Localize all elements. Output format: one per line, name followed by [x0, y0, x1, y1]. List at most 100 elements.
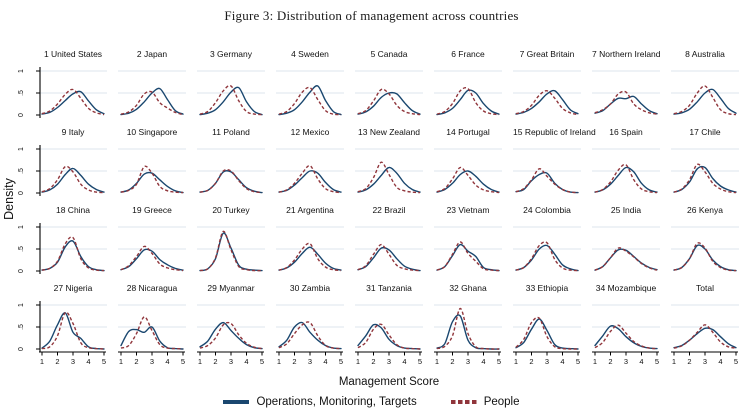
x-tick-label: 1 [119, 357, 123, 366]
subplot-4-sweden: 4 Sweden [276, 48, 344, 119]
density-plot [355, 70, 423, 116]
subplot-row-2: 0.5 1 9 Italy 10 Singapore 11 Poland 12 Mexic… [4, 126, 743, 197]
subplot-title: 12 Mexico [290, 127, 330, 137]
x-tick-label: 5 [734, 357, 738, 366]
density-plot: 1 2 3 4 5 [592, 304, 660, 366]
y-tick-label: 0 [18, 269, 25, 273]
subplot-title: 23 Vietnam [446, 205, 490, 215]
subplot-title: 34 Mozambique [595, 283, 657, 293]
subplot-row-1: 0.5 1 1 United States 2 Japan 3 Germany 4 Swe… [4, 48, 743, 119]
subplot-title: 17 Chile [689, 127, 721, 137]
subplot-title: 3 Germany [209, 49, 253, 59]
people-curve [278, 164, 342, 194]
figure-caption: Figure 3: Distribution of management acr… [224, 8, 519, 23]
x-tick-label: 3 [545, 357, 549, 366]
subplot-row-4: 0.5 1 27 Nigeria 1 2 3 4 5 28 Nicaragua 1 2 3 4 5 29 M… [4, 282, 743, 369]
people-curve [594, 324, 658, 350]
y-tick-label: 1 [18, 69, 25, 73]
omt-curve [357, 246, 421, 272]
subplot-title: 28 Nicaragua [126, 283, 178, 293]
x-tick-label: 1 [277, 357, 281, 366]
subplot-title: 31 Tanzania [366, 283, 412, 293]
x-tick-label: 2 [608, 357, 612, 366]
omt-curve [673, 327, 737, 349]
x-tick-label: 2 [213, 357, 217, 366]
people-curve [199, 230, 263, 272]
x-tick-label: 1 [435, 357, 439, 366]
subplot-7-great-britain: 7 Great Britain [513, 48, 581, 119]
subplot-title: 33 Ethiopia [525, 283, 569, 293]
x-tick-label: 4 [718, 357, 722, 366]
people-curve [436, 241, 500, 272]
density-plot [197, 148, 265, 194]
density-plot [592, 226, 660, 271]
people-curve [436, 166, 500, 194]
people-curve [120, 90, 184, 116]
people-curve [673, 85, 737, 116]
density-plot [513, 148, 581, 194]
subplot-12-mexico: 12 Mexico [276, 126, 344, 197]
subplot-14-portugal: 14 Portugal [434, 126, 502, 197]
people-curve [41, 88, 105, 116]
y-axis-gutter: 0.5 1 [4, 204, 28, 275]
y-tick-label: 1 [18, 225, 25, 229]
density-plot [592, 148, 660, 194]
people-curve [515, 168, 579, 194]
x-tick-label: 2 [371, 357, 375, 366]
x-tick-label: 3 [71, 357, 75, 366]
subplot-28-nicaragua: 28 Nicaragua 1 2 3 4 5 [118, 282, 186, 369]
subplot-15-republic-of-ireland: 15 Republic of Ireland [513, 126, 596, 197]
y-axis-gutter: 0.5 1 [4, 48, 28, 119]
x-axis-title: Management Score [338, 376, 440, 388]
x-tick-label: 4 [481, 357, 485, 366]
subplot-34-mozambique: 34 Mozambique 1 2 3 4 5 [592, 282, 660, 369]
density-plot: 1 2 3 4 5 [513, 304, 581, 366]
subplot-19-greece: 19 Greece [118, 204, 186, 275]
subplot-title: 30 Zambia [289, 283, 331, 293]
people-curve [120, 165, 184, 194]
subplot-title: 19 Greece [132, 205, 172, 215]
omt-curve [436, 89, 500, 116]
subplot-title: 15 Republic of Ireland [513, 127, 596, 137]
density-plot: 1 2 3 4 5 [36, 301, 107, 366]
subplot-title: 14 Portugal [446, 127, 490, 137]
subplot-25-india: 25 India [592, 204, 660, 275]
people-curve [278, 242, 342, 272]
density-plot [197, 70, 265, 116]
subplot-total: Total 1 2 3 4 5 [671, 282, 739, 369]
people-curve [673, 242, 737, 272]
omt-curve [41, 312, 105, 350]
density-plot [434, 226, 502, 272]
dashed-line-icon [450, 400, 477, 404]
subplot-8-australia: 8 Australia [671, 48, 739, 119]
people-curve [357, 323, 421, 350]
x-tick-label: 5 [497, 357, 501, 366]
density-plot: 1 2 3 4 5 [276, 304, 344, 366]
x-tick-label: 3 [308, 357, 312, 366]
density-plot [36, 223, 107, 274]
people-curve [594, 247, 658, 271]
density-plot [513, 226, 581, 272]
people-curve [515, 241, 579, 272]
density-plot [276, 148, 344, 194]
x-tick-label: 3 [703, 357, 707, 366]
people-curve [515, 316, 579, 350]
omt-curve [278, 170, 342, 193]
x-tick-label: 4 [244, 357, 248, 366]
subplot-1-united-states: 1 United States [36, 48, 107, 119]
y-axis-gutter: 0.5 1 [4, 282, 28, 353]
density-plot [355, 148, 423, 194]
subplot-title: 9 Italy [61, 127, 85, 137]
omt-curve [515, 89, 579, 115]
people-curve [594, 163, 658, 194]
y-axis-gutter: 0.5 1 [4, 126, 28, 197]
subplot-27-nigeria: 27 Nigeria 1 2 3 4 5 [36, 282, 107, 369]
people-curve [594, 90, 658, 115]
x-tick-label: 2 [687, 357, 691, 366]
omt-curve [41, 90, 105, 115]
density-plot: 1 2 3 4 5 [671, 304, 739, 366]
subplot-title: 25 India [610, 205, 642, 215]
y-tick-label: .5 [18, 168, 25, 174]
omt-curve [515, 318, 579, 350]
